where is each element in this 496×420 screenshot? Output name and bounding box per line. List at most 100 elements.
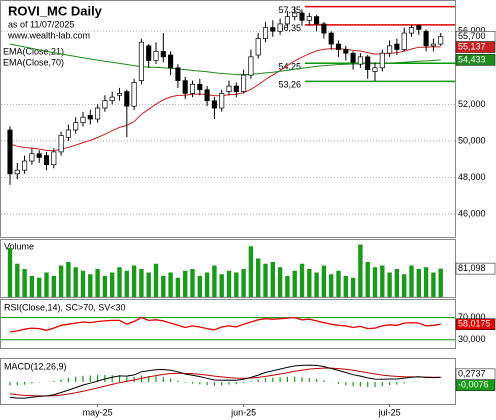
candle-body	[262, 27, 269, 39]
rsi-line	[9, 316, 441, 333]
volume-bar	[102, 276, 108, 297]
volume-bar	[80, 270, 86, 297]
volume-bar	[248, 246, 254, 297]
volume-bar	[153, 263, 159, 297]
signal-line	[9, 367, 441, 397]
volume-bar	[409, 265, 414, 297]
candle-body	[394, 43, 400, 50]
value-box	[455, 318, 496, 330]
value-box	[455, 54, 496, 66]
candle-body	[65, 129, 71, 138]
candle-body	[43, 155, 50, 166]
histogram-bar	[126, 376, 128, 382]
volume-bar	[372, 267, 378, 297]
histogram-bar	[118, 375, 121, 382]
candle-body	[379, 52, 385, 69]
rsi-panel	[0, 299, 456, 349]
volume-bar	[431, 272, 436, 297]
volume-bar	[285, 276, 290, 297]
candle-body	[189, 83, 196, 94]
histogram-bar	[38, 382, 40, 383]
price-panel	[0, 0, 456, 238]
panel-title: Volume	[4, 241, 34, 251]
candle-body	[401, 32, 407, 50]
volume-bar	[7, 248, 13, 297]
volume-bar	[350, 277, 356, 297]
volume-bar	[95, 269, 100, 297]
last-close-label: 55,700	[458, 31, 486, 41]
histogram-bar	[133, 376, 135, 382]
candle-body	[146, 45, 152, 61]
candle-body	[80, 116, 86, 124]
histogram-bar	[272, 377, 274, 382]
panel-title: RSI(Close,14), SC>70, SV<30	[4, 302, 126, 312]
candle-body	[365, 56, 371, 70]
histogram-bar	[301, 377, 303, 382]
volume-bar	[22, 269, 27, 297]
volume-bar	[241, 269, 246, 297]
volume-bar	[292, 270, 297, 297]
candle-body	[109, 96, 115, 102]
volume-bar	[44, 272, 49, 297]
histogram-bar	[308, 377, 310, 382]
histogram-bar	[199, 382, 201, 385]
volume-bar	[131, 265, 137, 297]
candle-body	[241, 74, 247, 92]
y-tick-label: 56,000	[458, 26, 486, 36]
volume-bar	[438, 268, 443, 297]
candle-body	[73, 122, 79, 131]
histogram-bar	[184, 382, 186, 383]
value-box	[455, 379, 496, 391]
volume-bar	[66, 262, 71, 297]
volume-bar	[175, 277, 181, 297]
histogram-bar	[177, 380, 179, 382]
y-tick-label: 52,000	[458, 99, 486, 109]
candle-body	[314, 16, 320, 25]
candle-body	[7, 129, 13, 175]
level-label: 54,25	[278, 62, 301, 72]
volume-bar	[343, 276, 348, 297]
volume-bar	[29, 276, 35, 297]
histogram-bar	[213, 382, 215, 386]
candle-body	[22, 160, 28, 171]
candle-body	[255, 38, 261, 56]
candle-body	[95, 107, 101, 120]
histogram-bar	[359, 382, 361, 387]
candle-body	[153, 51, 159, 61]
candle-body	[204, 89, 210, 102]
histogram-bar	[381, 382, 383, 387]
candle-body	[357, 56, 363, 65]
candle-body	[14, 169, 20, 175]
chart-subtitle: as of 11/07/2025	[8, 19, 74, 29]
histogram-bar	[250, 381, 252, 382]
histogram-bar	[111, 374, 113, 382]
candle-body	[387, 45, 393, 54]
volume-bar	[314, 272, 319, 297]
candle-body	[335, 43, 342, 50]
candle-body	[226, 85, 232, 92]
volume-bar	[394, 269, 400, 297]
value-box	[455, 262, 496, 275]
volume-bar	[161, 276, 166, 297]
histogram-bar	[89, 375, 91, 382]
candle-body	[306, 16, 312, 21]
y-tick-label: 70,000	[458, 312, 486, 322]
volume-bar	[321, 265, 327, 297]
candle-body	[160, 51, 166, 58]
candle-body	[372, 67, 378, 72]
volume-bar	[204, 272, 210, 297]
legend-entry: EMA(Close,21)	[3, 46, 64, 56]
volume-bar	[365, 262, 370, 297]
volume-bar	[219, 274, 224, 297]
histogram-bar	[264, 378, 267, 382]
volume-bar	[423, 267, 429, 297]
candle-body	[36, 153, 42, 158]
histogram-bar	[345, 382, 347, 386]
volume-bar	[88, 274, 93, 297]
candle-body	[168, 54, 174, 69]
candle-body	[416, 25, 422, 30]
histogram-bar	[104, 374, 106, 382]
candle-body	[438, 36, 444, 45]
volume-bar	[146, 272, 151, 297]
candle-body	[284, 16, 290, 25]
